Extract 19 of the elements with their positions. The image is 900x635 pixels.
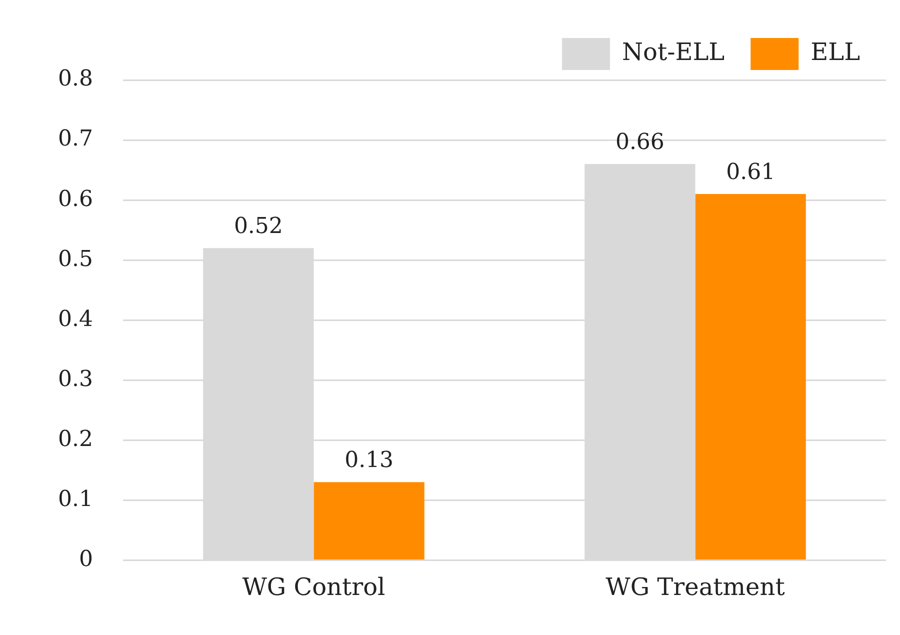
y-tick-label: 0.6 xyxy=(58,186,93,212)
data-label: 0.61 xyxy=(726,160,776,185)
legend-label: Not-ELL xyxy=(622,38,725,66)
y-tick-label: 0.5 xyxy=(58,246,93,272)
legend-label: ELL xyxy=(810,38,860,66)
bar xyxy=(314,482,424,560)
y-tick-label: 0.7 xyxy=(58,126,93,152)
y-tick-label: 0.2 xyxy=(58,426,93,452)
bar xyxy=(695,194,806,560)
y-tick-label: 0.8 xyxy=(58,66,93,92)
y-tick-label: 0.1 xyxy=(58,486,93,512)
data-label: 0.66 xyxy=(615,130,664,155)
x-tick-label: WG Control xyxy=(242,572,386,601)
y-tick-label: 0.4 xyxy=(58,306,93,332)
x-tick-label: WG Treatment xyxy=(606,572,786,601)
y-tick-label: 0 xyxy=(78,546,93,572)
data-label: 0.52 xyxy=(234,214,283,239)
data-label: 0.13 xyxy=(344,448,394,473)
y-tick-label: 0.3 xyxy=(58,366,93,392)
